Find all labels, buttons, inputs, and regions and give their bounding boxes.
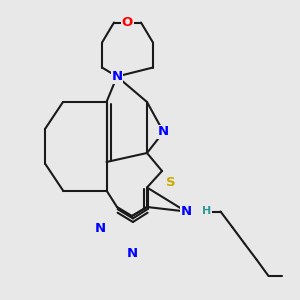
Text: N: N	[158, 125, 169, 139]
Text: S: S	[166, 176, 176, 190]
Text: H: H	[202, 206, 211, 217]
Text: O: O	[122, 16, 133, 29]
Text: N: N	[180, 205, 192, 218]
Text: N: N	[126, 247, 138, 260]
Text: N: N	[111, 70, 123, 83]
Text: N: N	[95, 221, 106, 235]
